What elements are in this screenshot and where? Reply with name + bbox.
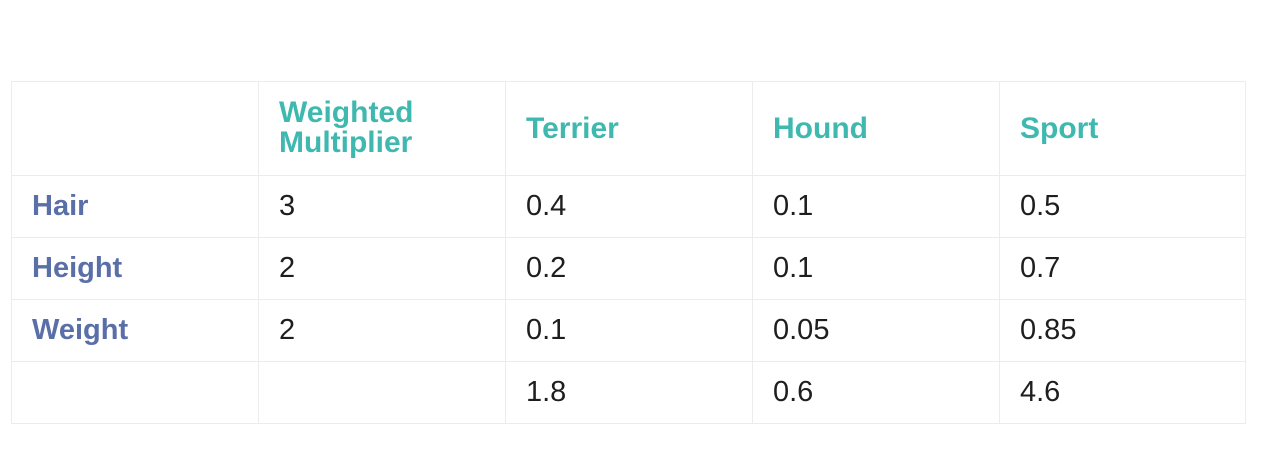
table-cell: 3 [258,175,506,238]
hound-value: 0.05 [773,314,830,346]
hound-total: 0.6 [773,376,814,408]
terrier-total: 1.8 [526,376,567,408]
multiplier-value: 3 [279,190,296,222]
sport-value: 0.85 [1020,314,1077,346]
row-label-cell [11,361,259,424]
row-label-cell: Height [11,237,259,300]
column-header-weighted-multiplier: Weighted Multiplier [279,95,414,159]
table-row-hair: Hair 3 0.4 0.1 0.5 [11,175,1246,238]
header-cell-weighted-multiplier: Weighted Multiplier [258,81,506,176]
table-cell: 0.2 [505,237,753,300]
table-cell: 0.5 [999,175,1246,238]
header-cell-hound: Hound [752,81,1000,176]
table-cell: 2 [258,237,506,300]
terrier-value: 0.2 [526,252,567,284]
header-cell-corner [11,81,259,176]
header-cell-sport: Sport [999,81,1246,176]
hound-value: 0.1 [773,190,814,222]
column-header-hound: Hound [773,111,868,145]
hound-value: 0.1 [773,252,814,284]
column-header-terrier: Terrier [526,111,619,145]
weights-table-container: Weighted Multiplier Terrier Hound Sport … [11,81,1246,424]
sport-total: 4.6 [1020,376,1061,408]
dog-breed-weights-table: Weighted Multiplier Terrier Hound Sport … [11,81,1246,424]
table-cell: 0.1 [752,175,1000,238]
table-cell: 0.4 [505,175,753,238]
table-cell [258,361,506,424]
header-cell-terrier: Terrier [505,81,753,176]
sport-value: 0.5 [1020,190,1061,222]
table-cell: 0.85 [999,299,1246,362]
table-cell: 0.05 [752,299,1000,362]
table-cell: 1.8 [505,361,753,424]
row-label-cell: Weight [11,299,259,362]
row-label-hair: Hair [32,190,89,222]
table-cell: 2 [258,299,506,362]
table-cell: 4.6 [999,361,1246,424]
terrier-value: 0.4 [526,190,567,222]
multiplier-value: 2 [279,314,296,346]
table-cell: 0.1 [752,237,1000,300]
table-header-row: Weighted Multiplier Terrier Hound Sport [11,81,1246,176]
table-row-weight: Weight 2 0.1 0.05 0.85 [11,299,1246,362]
table-row-totals: 1.8 0.6 4.6 [11,361,1246,424]
table-cell: 0.7 [999,237,1246,300]
row-label-cell: Hair [11,175,259,238]
row-label-weight: Weight [32,314,129,346]
column-header-sport: Sport [1020,111,1099,145]
table-cell: 0.1 [505,299,753,362]
table-row-height: Height 2 0.2 0.1 0.7 [11,237,1246,300]
terrier-value: 0.1 [526,314,567,346]
table-cell: 0.6 [752,361,1000,424]
multiplier-value: 2 [279,252,296,284]
row-label-height: Height [32,252,123,284]
sport-value: 0.7 [1020,252,1061,284]
